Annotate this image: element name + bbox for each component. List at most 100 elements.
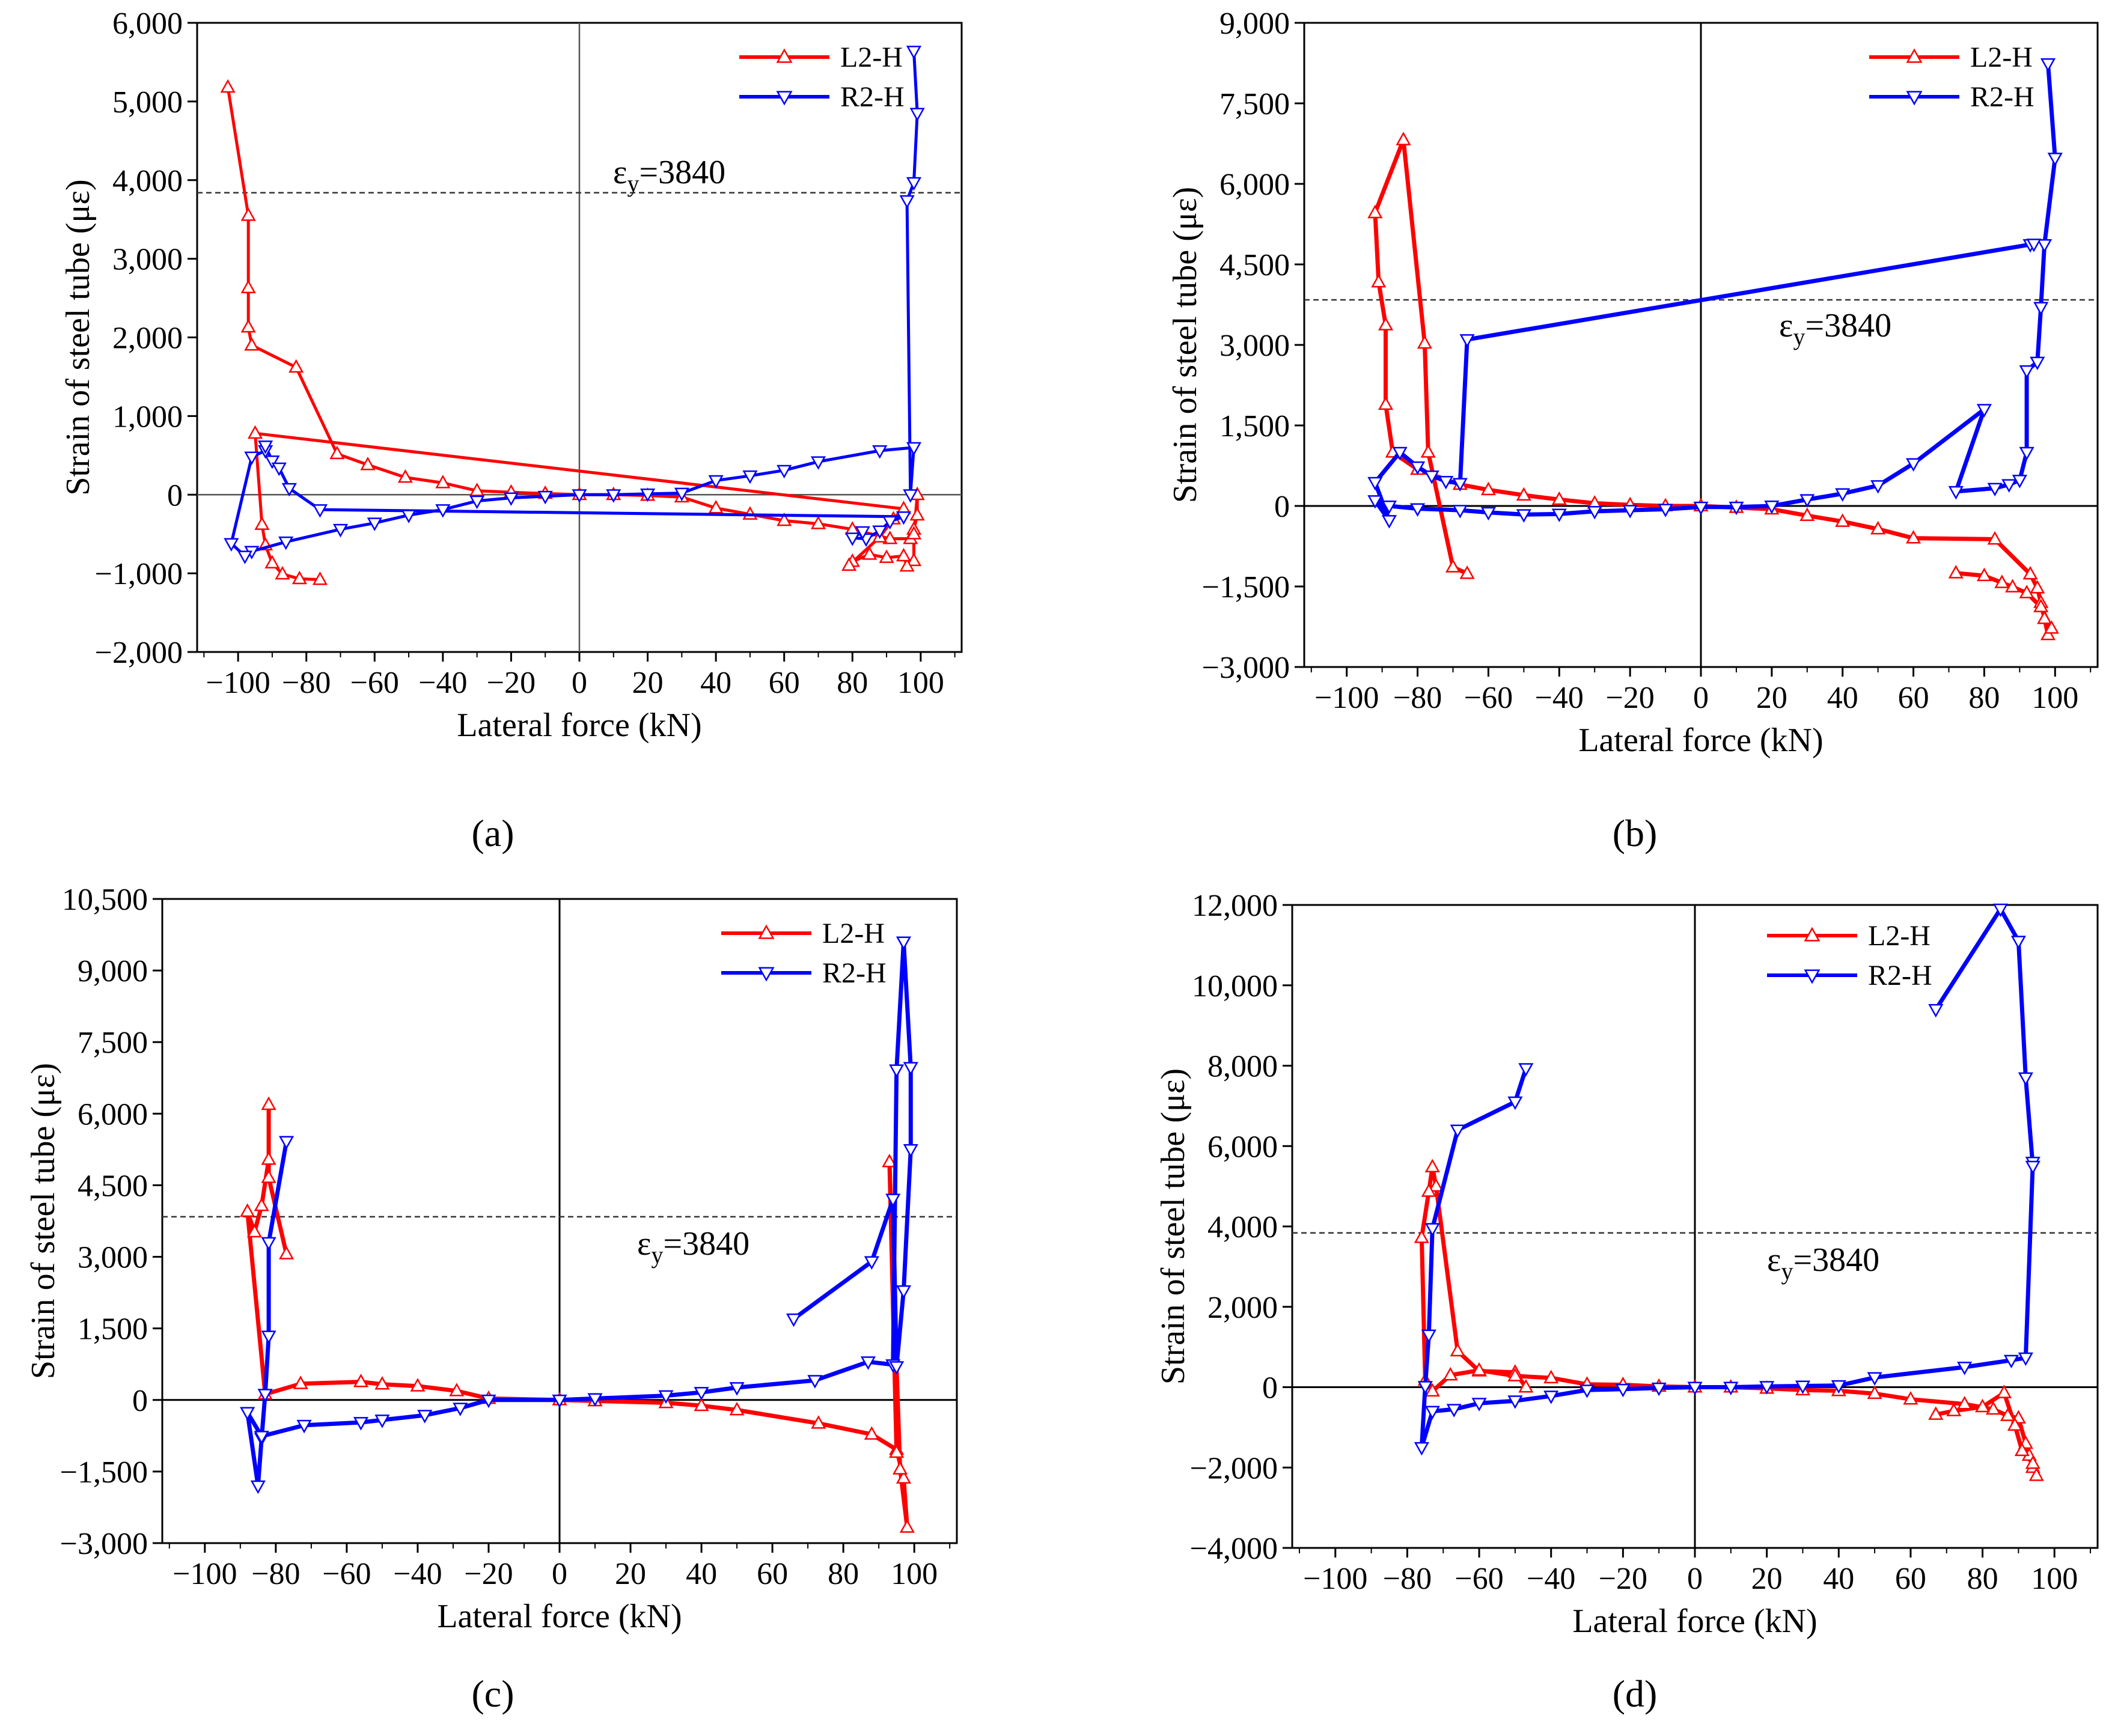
data-point — [254, 516, 270, 530]
data-point — [1507, 1096, 1523, 1110]
panel-c-label: (c) — [471, 1672, 514, 1715]
data-point — [449, 1383, 465, 1396]
x-tick-label: −60 — [350, 666, 399, 700]
series-line — [226, 87, 919, 582]
series-line — [1373, 63, 2057, 523]
data-point — [2028, 1467, 2044, 1481]
x-tick-label: 100 — [2031, 681, 2078, 715]
y-axis-title: Strain of steel tube (με) — [1167, 187, 1204, 503]
data-point — [889, 1444, 905, 1458]
series-line — [1373, 138, 2054, 637]
data-point — [367, 517, 382, 531]
data-point — [1587, 505, 1602, 520]
data-point — [2037, 611, 2053, 624]
data-point — [254, 1431, 269, 1445]
x-tick-label: −20 — [487, 666, 536, 700]
data-point — [1835, 513, 1851, 527]
data-point — [811, 1415, 826, 1429]
legend-swatch-marker — [1906, 48, 1923, 63]
data-point — [1424, 471, 1439, 484]
data-point — [1459, 565, 1475, 579]
data-point — [1445, 559, 1461, 573]
data-point — [2019, 446, 2034, 461]
data-point — [2007, 1417, 2022, 1431]
data-point — [587, 1393, 603, 1407]
data-point — [2004, 579, 2021, 592]
y-tick-label: −1,500 — [60, 1455, 148, 1490]
data-point — [2033, 598, 2049, 612]
data-point — [1428, 1178, 1444, 1192]
data-point — [257, 440, 273, 454]
data-point — [2018, 1072, 2033, 1086]
y-tick-label: 1,500 — [78, 1312, 148, 1347]
y-tick-label: 9,000 — [1219, 7, 1290, 41]
y-tick-label: 5,000 — [112, 85, 183, 120]
data-point — [296, 1419, 312, 1434]
data-point — [246, 1223, 263, 1238]
yield-annotation: εy=3840 — [1779, 307, 1891, 350]
data-point — [1928, 1406, 1944, 1420]
x-tick-label: 40 — [1823, 1562, 1854, 1596]
x-tick-label: −80 — [282, 666, 331, 700]
y-tick-label: 3,000 — [1219, 329, 1290, 363]
y-axis-title: Strain of steel tube (με) — [25, 1063, 62, 1379]
data-point — [906, 442, 922, 456]
series-r2-h — [240, 936, 918, 1494]
data-point — [885, 1193, 901, 1208]
y-tick-label: 12,000 — [1192, 889, 1278, 923]
data-point — [1976, 404, 1992, 418]
x-tick-label: 0 — [1693, 681, 1709, 715]
x-axis-title: Lateral force (kN) — [1578, 722, 1823, 759]
data-point — [332, 523, 349, 538]
data-point — [742, 470, 758, 484]
x-tick-label: 100 — [891, 1557, 938, 1591]
x-tick-label: −100 — [206, 666, 270, 700]
data-point — [777, 464, 792, 479]
data-point — [278, 1246, 295, 1259]
data-point — [1392, 446, 1408, 461]
data-point — [1985, 1401, 2001, 1415]
data-point — [879, 549, 894, 563]
x-tick-label: 80 — [828, 1557, 859, 1591]
legend-entry-l2-h: L2-H — [721, 918, 885, 949]
data-point — [397, 469, 413, 483]
y-tick-label: 4,000 — [112, 164, 183, 198]
data-point — [1480, 507, 1497, 521]
data-point — [2019, 365, 2034, 379]
y-tick-label: 0 — [167, 478, 183, 513]
yield-annotation: εy=3840 — [1767, 1241, 1879, 1285]
data-point — [1976, 567, 1992, 582]
data-point — [860, 1356, 876, 1370]
x-tick-label: −20 — [1599, 1562, 1647, 1596]
data-point — [1957, 1396, 1973, 1410]
data-point — [1957, 1362, 1973, 1375]
y-tick-label: −3,000 — [1202, 651, 1290, 685]
data-point — [892, 1461, 908, 1475]
data-point — [2025, 1160, 2040, 1175]
y-tick-label: −1,000 — [95, 557, 183, 591]
data-point — [1799, 494, 1815, 508]
data-point — [2019, 585, 2034, 598]
data-point — [469, 495, 485, 510]
x-tick-label: 80 — [1967, 1562, 1998, 1596]
legend-swatch-marker — [776, 91, 793, 106]
y-tick-label: 8,000 — [1207, 1050, 1278, 1084]
data-point — [1424, 1159, 1440, 1172]
data-point — [708, 475, 724, 489]
data-point — [1424, 1223, 1440, 1237]
data-point — [261, 1096, 276, 1110]
data-point — [899, 1519, 915, 1533]
series-l2-h — [240, 1096, 915, 1533]
series-l2-h — [1367, 132, 2059, 641]
x-tick-label: 0 — [1687, 1562, 1703, 1596]
series-r2-h — [1414, 903, 2040, 1456]
data-point — [572, 489, 587, 503]
data-point — [2030, 356, 2045, 371]
x-tick-label: 60 — [769, 666, 800, 700]
legend-swatch-marker — [1906, 91, 1923, 106]
legend-swatch-marker — [758, 967, 775, 982]
data-point — [1424, 1383, 1440, 1397]
data-point — [1516, 509, 1531, 523]
data-point — [862, 546, 878, 560]
data-point — [240, 318, 256, 333]
